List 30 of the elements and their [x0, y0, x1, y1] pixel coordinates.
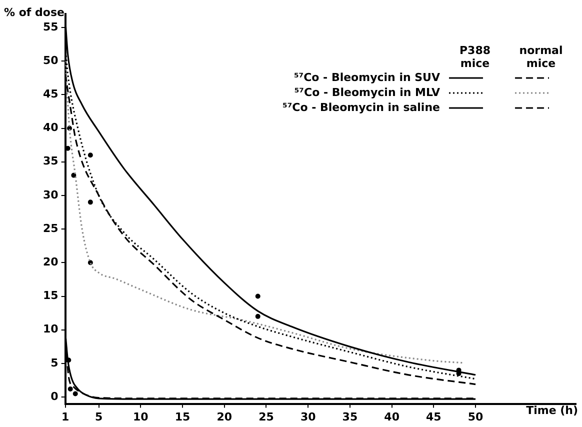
- y-tick-label: 50: [42, 54, 59, 67]
- y-tick-label: 10: [42, 322, 59, 336]
- x-axis-title: Time (h): [526, 404, 578, 417]
- y-tick-label: 30: [42, 188, 59, 202]
- annotation: normal mice: [518, 44, 564, 70]
- legend-label: ⁵⁷Co - Bleomycin in MLV: [293, 85, 441, 100]
- x-tick-label: 40: [384, 410, 400, 424]
- legend-label: ⁵⁷Co - Bleomycin in saline: [282, 100, 441, 115]
- y-tick-label: 40: [42, 121, 59, 134]
- y-tick-label: 35: [42, 154, 58, 168]
- x-tick-label: 50: [468, 410, 484, 424]
- x-tick-label: 5: [94, 410, 103, 424]
- y-tick-label: 55: [42, 20, 58, 34]
- y-tick-label: 0: [50, 390, 59, 403]
- x-tick-label: 15: [174, 410, 190, 424]
- y-tick-label: 25: [42, 222, 58, 235]
- y-tick-label: 15: [42, 289, 58, 302]
- y-tick-label: 45: [42, 88, 58, 101]
- y-tick-label: 20: [42, 256, 59, 269]
- y-axis-title: % of dose: [4, 6, 64, 19]
- x-tick-label: 30: [300, 410, 316, 424]
- x-tick-label: 25: [258, 410, 274, 424]
- legend-label: ⁵⁷Co - Bleomycin in SUV: [292, 70, 441, 85]
- x-tick-label: 45: [426, 410, 442, 424]
- x-tick-label: 35: [342, 410, 358, 424]
- annotation: P388 mice: [458, 44, 492, 70]
- y-tick-label: 5: [50, 356, 58, 370]
- x-tick-label: 10: [133, 410, 149, 424]
- x-tick-label: 1: [61, 410, 70, 424]
- x-tick-label: 20: [216, 410, 232, 424]
